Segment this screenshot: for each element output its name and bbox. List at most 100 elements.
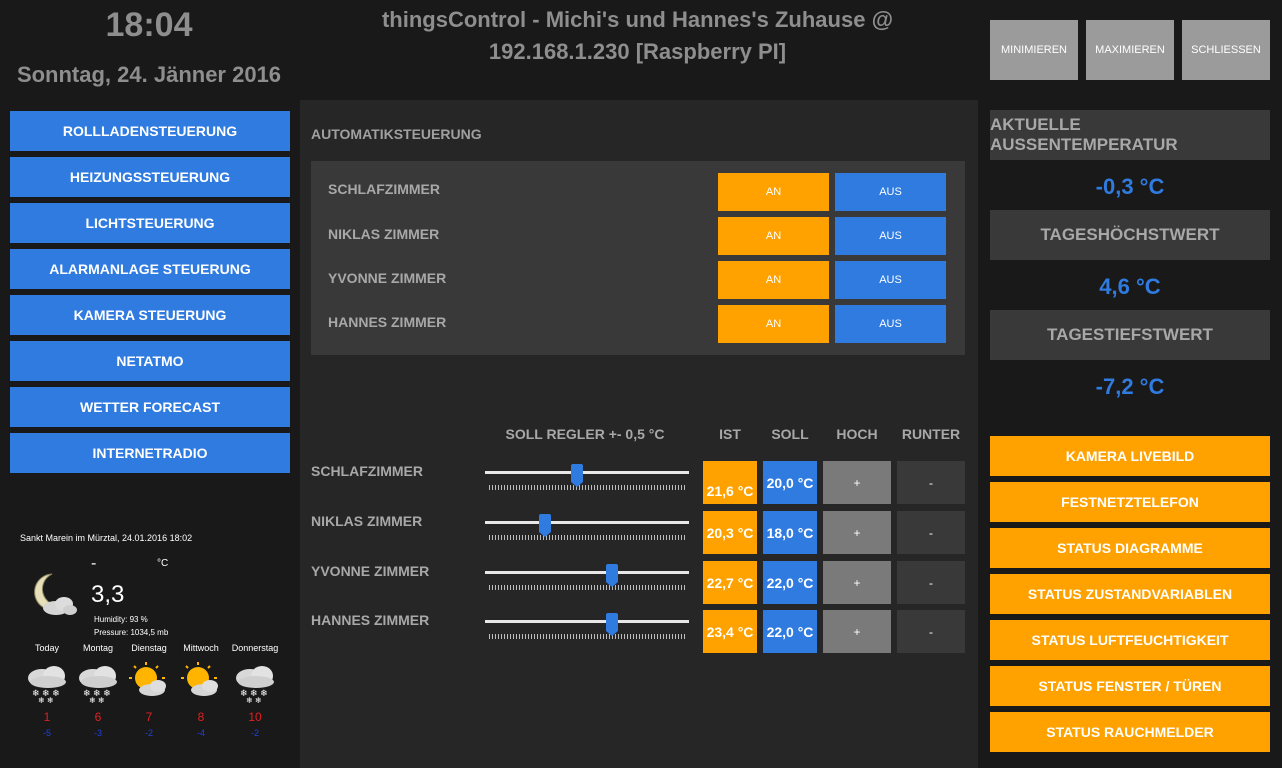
forecast-day: Mittwoch: [183, 643, 219, 653]
main-panel: AUTOMATIKSTEUERUNG SCHLAFZIMMER AN AUS N…: [300, 100, 978, 768]
forecast-low: -2: [144, 728, 153, 738]
clock-time: 18:04: [105, 6, 193, 44]
weather-unit: °C: [157, 558, 169, 569]
automatik-room-label: YVONNE ZIMMER: [328, 270, 447, 286]
header-soll-regler: SOLL REGLER +- 0,5 °C: [505, 426, 665, 442]
sun-cloud-icon: [181, 662, 218, 696]
automatik-off-button[interactable]: AUS: [835, 217, 946, 255]
slider-thumb[interactable]: [538, 514, 551, 537]
automatik-off-button[interactable]: AUS: [835, 173, 946, 211]
regler-room-label: SCHLAFZIMMER: [311, 463, 423, 479]
max-temp-value: 4,6 °C: [1099, 274, 1161, 299]
soll-slider[interactable]: [485, 613, 689, 643]
automatik-room-label: NIKLAS ZIMMER: [328, 226, 440, 242]
slider-thumb[interactable]: [605, 613, 618, 636]
current-temp-label: AKTUELLE AUSSENTEMPERATUR: [990, 110, 1270, 160]
forecast-high: 6: [94, 710, 102, 724]
weather-humidity: Humidity: 93 %: [94, 615, 148, 624]
weather-temperature: 3,3: [91, 581, 125, 608]
slider-thumb[interactable]: [605, 564, 618, 587]
forecast-low: -4: [196, 728, 205, 738]
clock-date: Sonntag, 24. Jänner 2016: [16, 62, 282, 87]
ist-value: 23,4 °C: [703, 610, 757, 653]
weather-location: Sankt Marein im Mürztal, 24.01.2016 18:0…: [20, 533, 193, 543]
header-ist: IST: [719, 426, 741, 442]
status-rauchmelder-button[interactable]: STATUS RAUCHMELDER: [990, 712, 1270, 752]
hoch-button[interactable]: +: [823, 511, 891, 554]
snow-cloud-icon: ❄ ❄ ❄❄ ❄: [236, 666, 274, 704]
svg-text:❄ ❄ ❄: ❄ ❄ ❄: [240, 688, 268, 698]
nav-wetter-forecast[interactable]: WETTER FORECAST: [10, 387, 290, 427]
header-runter: RUNTER: [901, 426, 961, 442]
forecast-high: 1: [43, 710, 51, 724]
close-button[interactable]: SCHLIESSEN: [1182, 20, 1270, 80]
maximize-button[interactable]: MAXIMIEREN: [1086, 20, 1174, 80]
top-bar: 18:04 Sonntag, 24. Jänner 2016 thingsCon…: [0, 0, 1282, 100]
nav-internetradio[interactable]: INTERNETRADIO: [10, 433, 290, 473]
automatik-off-button[interactable]: AUS: [835, 305, 946, 343]
automatik-on-button[interactable]: AN: [718, 217, 829, 255]
regler-room-label: HANNES ZIMMER: [311, 612, 430, 628]
forecast-day: Dienstag: [131, 643, 167, 653]
minimize-button[interactable]: MINIMIEREN: [990, 20, 1078, 80]
status-luftfeuchtigkeit-button[interactable]: STATUS LUFTFEUCHTIGKEIT: [990, 620, 1270, 660]
runter-button[interactable]: -: [897, 461, 965, 504]
automatik-on-button[interactable]: AN: [718, 261, 829, 299]
automatik-room-label: HANNES ZIMMER: [328, 314, 447, 330]
nav-rollladen[interactable]: ROLLLADENSTEUERUNG: [10, 111, 290, 151]
hoch-button[interactable]: +: [823, 561, 891, 604]
svg-text:❄ ❄ ❄: ❄ ❄ ❄: [83, 688, 111, 698]
soll-value: 22,0 °C: [763, 561, 817, 604]
runter-button[interactable]: -: [897, 511, 965, 554]
status-zustandvariablen-button[interactable]: STATUS ZUSTANDVARIABLEN: [990, 574, 1270, 614]
hoch-button[interactable]: +: [823, 610, 891, 653]
status-diagramme-button[interactable]: STATUS DIAGRAMME: [990, 528, 1270, 568]
runter-button[interactable]: -: [897, 610, 965, 653]
automatik-panel: SCHLAFZIMMER AN AUS NIKLAS ZIMMER AN AUS…: [311, 161, 965, 355]
svg-text:❄ ❄ ❄: ❄ ❄ ❄: [32, 688, 60, 698]
header-soll: SOLL: [771, 426, 809, 442]
page-title: thingsControl - Michi's und Hannes's Zuh…: [381, 7, 894, 64]
automatik-off-button[interactable]: AUS: [835, 261, 946, 299]
soll-value: 18,0 °C: [763, 511, 817, 554]
soll-value: 20,0 °C: [763, 461, 817, 504]
max-temp-label: TAGESHÖCHSTWERT: [990, 210, 1270, 260]
status-fenster-tueren-button[interactable]: STATUS FENSTER / TÜREN: [990, 666, 1270, 706]
nav-netatmo[interactable]: NETATMO: [10, 341, 290, 381]
runter-button[interactable]: -: [897, 561, 965, 604]
sun-cloud-icon: [129, 662, 166, 696]
kamera-livebild-button[interactable]: KAMERA LIVEBILD: [990, 436, 1270, 476]
forecast-day: Today: [34, 643, 60, 653]
regler-room-label: NIKLAS ZIMMER: [311, 513, 423, 529]
right-sidebar: AKTUELLE AUSSENTEMPERATUR -0,3 °C TAGESH…: [980, 100, 1282, 768]
snow-cloud-icon: ❄ ❄ ❄❄ ❄: [28, 666, 66, 704]
automatik-room-label: SCHLAFZIMMER: [328, 181, 440, 197]
svg-text:❄ ❄: ❄ ❄: [89, 696, 105, 704]
nav-heizung[interactable]: HEIZUNGSSTEUERUNG: [10, 157, 290, 197]
slider-thumb[interactable]: [571, 464, 584, 487]
forecast-high: 8: [197, 710, 205, 724]
left-sidebar: ROLLLADENSTEUERUNG HEIZUNGSSTEUERUNG LIC…: [0, 100, 298, 768]
automatik-on-button[interactable]: AN: [718, 173, 829, 211]
automatik-on-button[interactable]: AN: [718, 305, 829, 343]
ist-value: 22,7 °C: [703, 561, 757, 604]
soll-slider[interactable]: [485, 564, 689, 594]
forecast-high: 7: [145, 710, 153, 724]
forecast-low: -5: [42, 728, 51, 738]
nav-kamera[interactable]: KAMERA STEUERUNG: [10, 295, 290, 335]
min-temp-value: -7,2 °C: [1095, 374, 1165, 399]
min-temp-label: TAGESTIEFSTWERT: [990, 310, 1270, 360]
svg-text:❄ ❄: ❄ ❄: [246, 696, 262, 704]
soll-slider[interactable]: [485, 514, 689, 544]
nav-alarmanlage[interactable]: ALARMANLAGE STEUERUNG: [10, 249, 290, 289]
soll-slider[interactable]: [485, 464, 689, 494]
forecast-low: -3: [93, 728, 102, 738]
snow-cloud-icon: ❄ ❄ ❄❄ ❄: [79, 666, 117, 704]
header-hoch: HOCH: [836, 426, 878, 442]
nav-licht[interactable]: LICHTSTEUERUNG: [10, 203, 290, 243]
festnetztelefon-button[interactable]: FESTNETZTELEFON: [990, 482, 1270, 522]
moon-cloud-icon: [34, 573, 77, 615]
hoch-button[interactable]: +: [823, 461, 891, 504]
automatik-title: AUTOMATIKSTEUERUNG: [311, 126, 482, 142]
soll-value: 22,0 °C: [763, 610, 817, 653]
